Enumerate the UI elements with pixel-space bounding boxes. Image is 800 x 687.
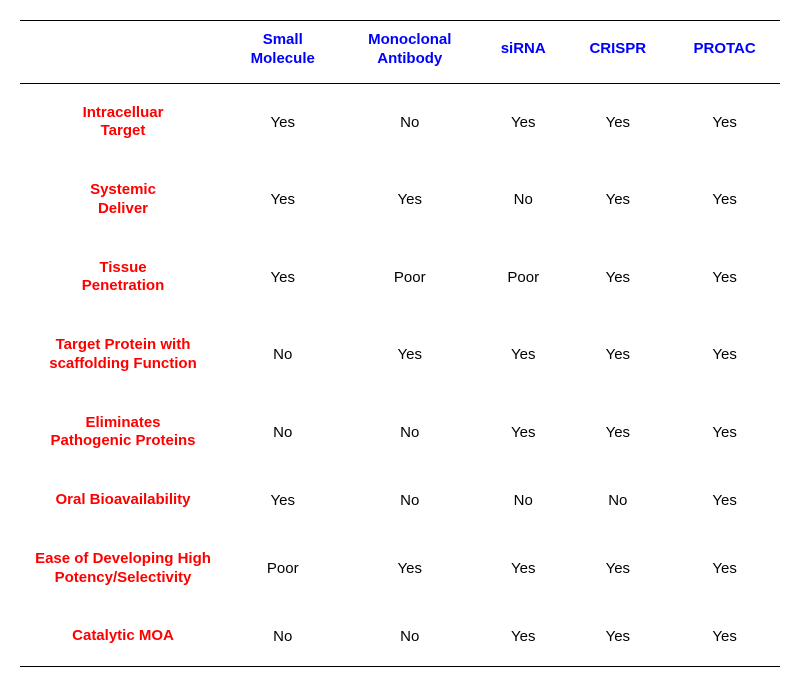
- table-header: SmallMolecule MonoclonalAntibody siRNA C…: [20, 21, 780, 84]
- cell: Yes: [480, 530, 566, 608]
- cell: No: [339, 83, 480, 161]
- table-row: Ease of Developing HighPotency/Selectivi…: [20, 530, 780, 608]
- cell: Yes: [566, 607, 669, 666]
- cell: Yes: [339, 316, 480, 394]
- cell: Yes: [226, 239, 339, 317]
- cell: Poor: [339, 239, 480, 317]
- row-label: Target Protein withscaffolding Function: [20, 316, 226, 394]
- row-label: EliminatesPathogenic Proteins: [20, 394, 226, 472]
- table-row: EliminatesPathogenic Proteins No No Yes …: [20, 394, 780, 472]
- col-header-sirna: siRNA: [480, 21, 566, 84]
- cell: Yes: [339, 161, 480, 239]
- cell: Yes: [669, 530, 780, 608]
- cell: Yes: [669, 394, 780, 472]
- cell: No: [566, 471, 669, 530]
- col-header-crispr: CRISPR: [566, 21, 669, 84]
- row-label: Ease of Developing HighPotency/Selectivi…: [20, 530, 226, 608]
- cell: No: [226, 394, 339, 472]
- row-label: SystemicDeliver: [20, 161, 226, 239]
- cell: No: [339, 471, 480, 530]
- cell: No: [226, 607, 339, 666]
- row-label: IntracelluarTarget: [20, 83, 226, 161]
- table-row: IntracelluarTarget Yes No Yes Yes Yes: [20, 83, 780, 161]
- cell: No: [339, 394, 480, 472]
- comparison-table: SmallMolecule MonoclonalAntibody siRNA C…: [20, 20, 780, 667]
- cell: Yes: [669, 471, 780, 530]
- col-header-protac: PROTAC: [669, 21, 780, 84]
- table-row: Target Protein withscaffolding Function …: [20, 316, 780, 394]
- cell: Yes: [669, 316, 780, 394]
- cell: No: [480, 471, 566, 530]
- cell: Poor: [480, 239, 566, 317]
- cell: Yes: [566, 530, 669, 608]
- cell: Yes: [566, 161, 669, 239]
- cell: No: [339, 607, 480, 666]
- cell: Yes: [339, 530, 480, 608]
- cell: Yes: [566, 83, 669, 161]
- cell: Yes: [566, 316, 669, 394]
- cell: Yes: [226, 83, 339, 161]
- cell: No: [480, 161, 566, 239]
- col-header-blank: [20, 21, 226, 84]
- cell: Yes: [480, 83, 566, 161]
- cell: Yes: [669, 161, 780, 239]
- cell: Yes: [566, 394, 669, 472]
- cell: Yes: [669, 83, 780, 161]
- table-body: IntracelluarTarget Yes No Yes Yes Yes Sy…: [20, 83, 780, 667]
- cell: No: [226, 316, 339, 394]
- cell: Yes: [480, 607, 566, 666]
- row-label: TissuePenetration: [20, 239, 226, 317]
- cell: Yes: [480, 316, 566, 394]
- row-label: Catalytic MOA: [20, 607, 226, 666]
- table-row: SystemicDeliver Yes Yes No Yes Yes: [20, 161, 780, 239]
- row-label: Oral Bioavailability: [20, 471, 226, 530]
- table-row: TissuePenetration Yes Poor Poor Yes Yes: [20, 239, 780, 317]
- cell: Yes: [669, 607, 780, 666]
- col-header-small-molecule: SmallMolecule: [226, 21, 339, 84]
- cell: Poor: [226, 530, 339, 608]
- col-header-monoclonal-antibody: MonoclonalAntibody: [339, 21, 480, 84]
- cell: Yes: [669, 239, 780, 317]
- cell: Yes: [226, 471, 339, 530]
- table-row: Oral Bioavailability Yes No No No Yes: [20, 471, 780, 530]
- cell: Yes: [566, 239, 669, 317]
- cell: Yes: [226, 161, 339, 239]
- table-row: Catalytic MOA No No Yes Yes Yes: [20, 607, 780, 666]
- cell: Yes: [480, 394, 566, 472]
